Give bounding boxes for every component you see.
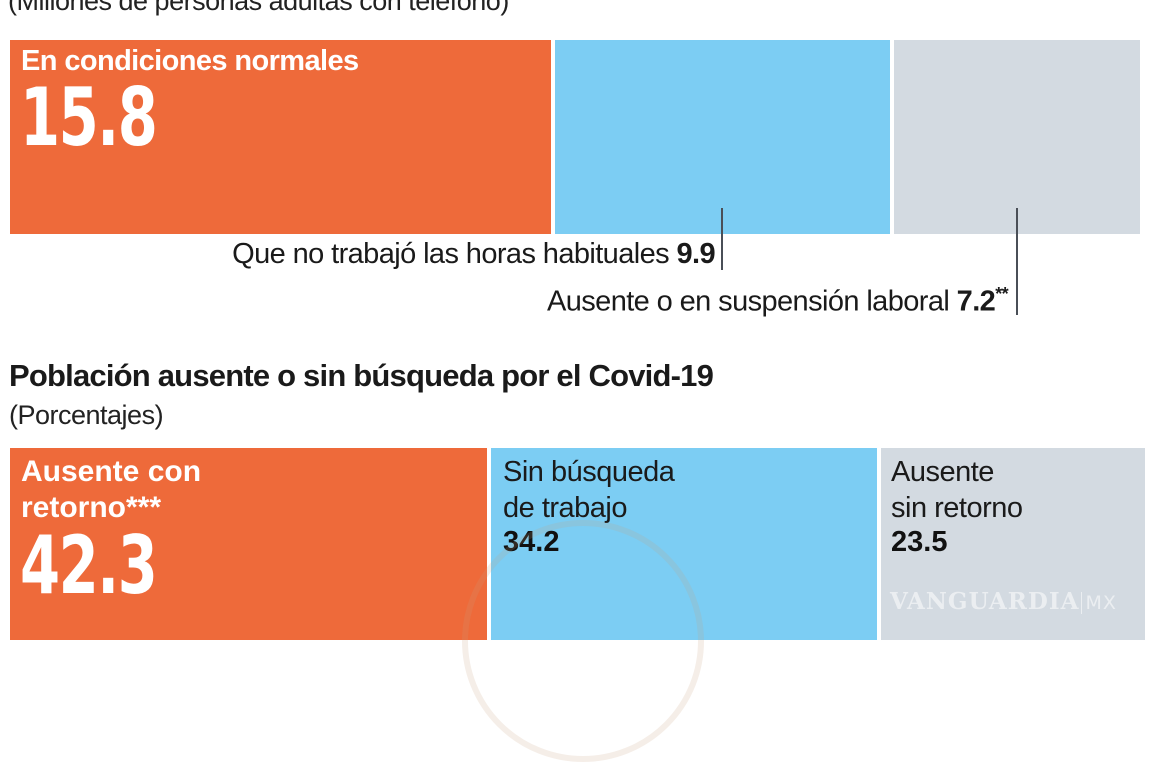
bar-absent-with-return: Ausente con retorno*** 42.3	[10, 448, 487, 640]
vanguardia-watermark: VANGUARDIA MX	[890, 588, 1117, 615]
bar-absent-no-return-label-1: Ausente	[891, 456, 994, 488]
annotation-absent-suspension-label: Ausente o en suspensión laboral	[547, 285, 950, 318]
bar-absent-no-return-value: 23.5	[891, 526, 948, 558]
annotation-absent-suspension-value: 7.2	[956, 285, 996, 318]
bottom-chart-subtitle: (Porcentajes)	[9, 400, 164, 430]
watermark-brand: VANGUARDIA	[890, 588, 1080, 615]
annotation-absent-suspension-note: **	[995, 284, 1008, 304]
bar-absent-with-return-value: 42.3	[20, 519, 158, 612]
bar-normal-conditions-value: 15.8	[20, 71, 158, 164]
bar-normal-conditions: En condiciones normales 15.8	[10, 40, 551, 234]
leader-line-absent-suspension	[1016, 208, 1018, 315]
watermark-suffix: MX	[1081, 592, 1117, 614]
annotation-not-usual-hours-label: Que no trabajó las horas habituales	[232, 238, 670, 270]
bar-absent-no-return-label-2: sin retorno	[891, 492, 1023, 524]
annotation-absent-suspension: Ausente o en suspensión laboral 7.2**	[547, 284, 1009, 319]
leader-line-not-usual-hours	[721, 208, 723, 270]
bar-normal-conditions-label: En condiciones normales	[21, 45, 359, 77]
watermark-globe-icon	[462, 520, 704, 762]
annotation-not-usual-hours-value: 9.9	[676, 238, 715, 270]
bar-absent-no-return: Ausente sin retorno 23.5	[881, 448, 1145, 640]
bar-absent-with-return-label-2: retorno***	[21, 491, 162, 524]
top-chart-subtitle: (Millones de personas adultas con teléfo…	[8, 0, 509, 16]
annotation-not-usual-hours: Que no trabajó las horas habituales 9.9	[232, 238, 715, 271]
bar-no-job-search-label-2: de trabajo	[503, 492, 628, 524]
bar-absent-suspension	[894, 40, 1140, 234]
bar-not-usual-hours	[555, 40, 890, 234]
bottom-chart-title: Población ausente o sin búsqueda por el …	[9, 358, 714, 393]
bar-absent-with-return-label-1: Ausente con	[21, 455, 202, 488]
bar-no-job-search-label-1: Sin búsqueda	[503, 456, 675, 488]
